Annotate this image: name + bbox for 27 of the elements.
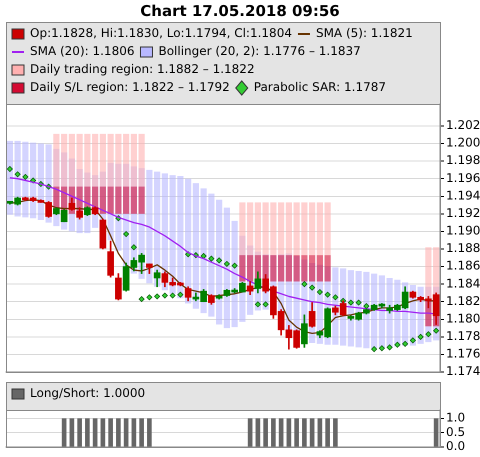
y-tick-label: 1.176 (446, 346, 480, 361)
y-tick-label: 1.174 (446, 364, 480, 378)
y-tick-label: 1.198 (446, 153, 480, 168)
y-tick-label: 0.0 (446, 439, 466, 454)
legend-label: SMA (20): 1.1806 (30, 44, 134, 58)
legend-label: Parabolic SAR: 1.1787 (254, 80, 386, 94)
legend-label: SMA (5): 1.1821 (316, 26, 413, 40)
legend-label: Op:1.1828, Hi:1.1830, Lo:1.1794, Cl:1.1804 (30, 26, 292, 40)
y-tick-label: 1.186 (446, 258, 480, 273)
y-tick-label: 1.192 (446, 206, 480, 220)
y-tick-label: 1.180 (446, 311, 480, 326)
y-tick-label: 1.194 (446, 188, 480, 202)
y-tick-label: 1.184 (446, 276, 480, 290)
legend-label: Daily S/L region: 1.1822 – 1.1792 (30, 80, 230, 94)
legend-label: Long/Short: 1.0000 (30, 386, 146, 400)
y-tick-label: 1.182 (446, 294, 480, 308)
y-tick-label: 1.200 (446, 136, 480, 150)
y-tick-label: 1.190 (446, 224, 480, 238)
y-tick-label: 1.0 (446, 410, 466, 424)
y-tick-label: 1.202 (446, 118, 480, 132)
chart-title: Chart 17.05.2018 09:56 (139, 1, 341, 22)
y-tick-label: 1.188 (446, 241, 480, 256)
y-tick-label: 0.5 (446, 424, 466, 439)
y-tick-label: 1.178 (446, 328, 480, 343)
legend-label: Bollinger (20, 2): 1.1776 – 1.1837 (158, 44, 361, 58)
y-tick-label: 1.196 (446, 170, 480, 185)
legend-label: Daily trading region: 1.1882 – 1.1822 (30, 62, 255, 76)
